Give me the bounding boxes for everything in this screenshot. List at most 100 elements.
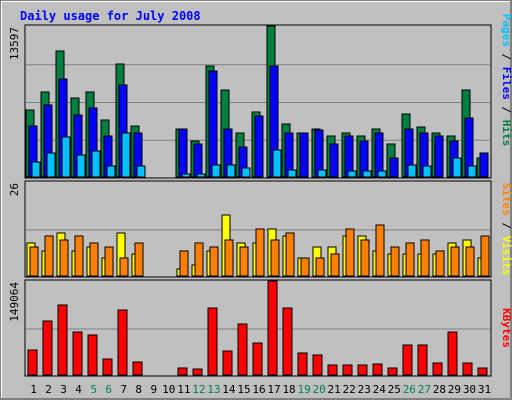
x-tick-label-day-8: 8 (135, 383, 142, 396)
panel-kbytes: 149064 KBytes (8, 279, 512, 377)
bar-kbytes-day-19 (297, 352, 308, 376)
bar-pages-day-27 (422, 165, 432, 178)
bar-sites-day-30 (465, 246, 475, 277)
bar-files-day-16 (254, 115, 264, 178)
panel-kbytes-ymax-label: 149064 (8, 282, 21, 322)
series-sites (29, 224, 490, 277)
bar-sites-day-4 (74, 235, 84, 277)
bar-files-day-19 (299, 132, 309, 178)
bar-kbytes-day-20 (312, 354, 323, 376)
panel-kbytes-legend: KBytes (500, 308, 512, 348)
bar-sites-day-29 (450, 246, 460, 277)
bar-sites-day-7 (119, 257, 129, 277)
bar-files-day-25 (389, 157, 399, 178)
x-tick-label-day-29: 29 (448, 383, 461, 396)
bar-sites-day-6 (104, 246, 114, 277)
legend-sites: Sites (500, 183, 512, 216)
bar-sites-day-18 (285, 232, 295, 277)
bar-pages-day-11 (181, 173, 191, 178)
x-tick-label-day-14: 14 (222, 383, 236, 396)
bar-kbytes-day-4 (72, 331, 83, 376)
bar-kbytes-day-12 (192, 368, 203, 376)
series-kbytes (27, 280, 488, 376)
bar-pages-day-29 (452, 157, 462, 178)
bar-sites-day-16 (255, 228, 265, 277)
bar-kbytes-day-25 (387, 367, 398, 376)
x-tick-label-day-5: 5 (90, 383, 97, 396)
x-tick-label-day-18: 18 (282, 383, 295, 396)
bar-sites-day-11 (179, 250, 189, 277)
bar-sites-day-31 (480, 235, 490, 277)
bar-files-day-24 (374, 132, 384, 178)
bar-pages-day-6 (106, 165, 116, 178)
x-tick-label-day-21: 21 (328, 383, 341, 396)
x-tick-label-day-28: 28 (433, 383, 446, 396)
bar-kbytes-day-31 (477, 367, 488, 376)
bar-pages-day-14 (226, 164, 236, 178)
bar-sites-day-2 (44, 235, 54, 277)
bar-sites-day-23 (360, 239, 370, 277)
bar-sites-day-5 (89, 242, 99, 277)
legend-separator: / (500, 100, 512, 120)
bar-pages-day-18 (287, 169, 297, 178)
bar-sites-day-8 (134, 242, 144, 277)
x-tick-label-day-19: 19 (297, 383, 310, 396)
bar-kbytes-day-27 (417, 344, 428, 376)
legend-hits: Hits (500, 120, 512, 147)
bar-sites-day-20 (315, 257, 325, 277)
bar-files-day-28 (434, 135, 444, 178)
x-tick-label-day-27: 27 (418, 383, 431, 396)
bar-sites-day-21 (330, 253, 340, 277)
bar-files-day-11 (178, 128, 188, 178)
bar-kbytes-day-3 (57, 304, 68, 376)
x-tick-label-day-12: 12 (192, 383, 205, 396)
chart-title: Daily usage for July 2008 (20, 9, 201, 23)
bar-pages-day-5 (91, 150, 101, 178)
bar-pages-day-20 (317, 169, 327, 178)
panels-layer: 13597 Pages / Files / Hits 26 Sites / Visit… (8, 14, 512, 377)
bar-sites-day-12 (194, 242, 204, 277)
bar-kbytes-day-1 (27, 349, 38, 376)
x-tick-label-day-22: 22 (343, 383, 356, 396)
bar-files-day-12 (193, 143, 203, 178)
bar-kbytes-day-21 (327, 364, 338, 376)
bar-pages-day-22 (347, 170, 357, 178)
bar-kbytes-day-23 (357, 364, 368, 376)
bar-pages-day-17 (272, 149, 282, 178)
series-pages (31, 132, 477, 178)
bar-kbytes-day-7 (117, 309, 128, 376)
bar-sites-day-17 (270, 239, 280, 277)
x-tick-label-day-31: 31 (478, 383, 491, 396)
bar-sites-day-15 (239, 246, 249, 277)
x-tick-label-day-16: 16 (252, 383, 265, 396)
x-tick-label-day-17: 17 (267, 383, 280, 396)
x-tick-label-day-7: 7 (120, 383, 127, 396)
x-tick-label-day-10: 10 (162, 383, 175, 396)
bar-sites-day-28 (435, 250, 445, 277)
bar-sites-day-26 (405, 242, 415, 277)
bar-pages-day-7 (121, 132, 131, 178)
x-tick-label-day-20: 20 (313, 383, 326, 396)
x-tick-label-day-4: 4 (75, 383, 82, 396)
x-tick-label-day-13: 13 (207, 383, 220, 396)
x-tick-label-day-30: 30 (463, 383, 476, 396)
panel-hits-legend: Pages / Files / Hits (500, 14, 512, 147)
bar-kbytes-day-26 (402, 344, 413, 376)
bar-sites-day-24 (375, 224, 385, 277)
panel-visits-legend: Sites / Visits (500, 183, 512, 276)
x-tick-label-day-6: 6 (105, 383, 112, 396)
bar-pages-day-4 (76, 154, 86, 178)
x-tick-label-day-9: 9 (150, 383, 157, 396)
bar-pages-day-2 (46, 152, 56, 178)
panel-hits: 13597 Pages / Files / Hits (8, 14, 512, 179)
x-tick-label-day-25: 25 (388, 383, 401, 396)
bar-kbytes-day-17 (267, 280, 278, 376)
bar-sites-day-27 (420, 239, 430, 277)
bar-pages-day-15 (241, 167, 251, 178)
panel-visits: 26 Sites / Visits (8, 180, 512, 278)
x-tick-label-day-23: 23 (358, 383, 371, 396)
legend-visits: Visits (500, 236, 512, 276)
bar-pages-day-8 (136, 165, 146, 178)
bar-kbytes-day-11 (177, 367, 188, 376)
